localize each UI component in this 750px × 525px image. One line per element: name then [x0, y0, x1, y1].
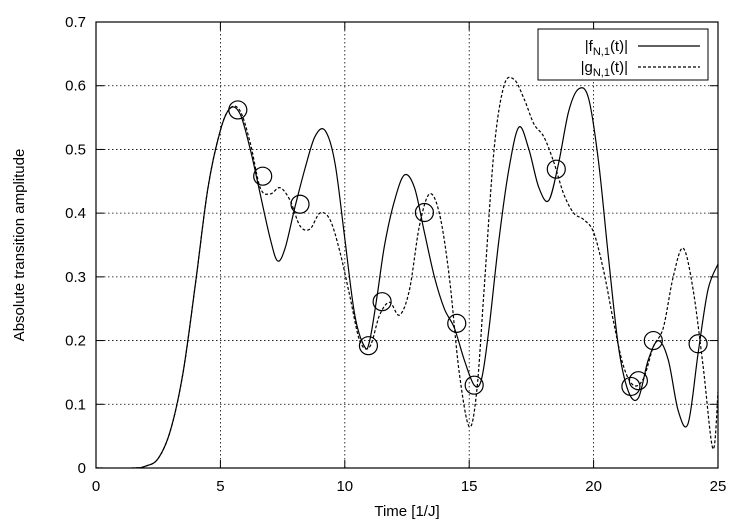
marker-layer [228, 100, 708, 397]
marker-circle [447, 313, 467, 333]
y-axis-label: Absolute transition amplitude [11, 149, 28, 342]
legend-label-g: |gN,1(t)| [581, 59, 628, 79]
marker-circle [372, 292, 392, 312]
y-tick-label: 0 [78, 460, 86, 477]
marker-circle [290, 194, 310, 214]
legend: |fN,1(t)||gN,1(t)| [537, 28, 709, 81]
marker-circle [546, 159, 566, 179]
grid-lines [96, 22, 718, 468]
y-tick-label: 0.4 [65, 205, 86, 222]
y-tick-label: 0.3 [65, 269, 86, 286]
x-tick-label: 5 [216, 478, 224, 495]
x-tick-label: 25 [710, 478, 727, 495]
y-tick-label: 0.5 [65, 141, 86, 158]
y-tick-label: 0.1 [65, 396, 86, 413]
y-tick-label: 0.6 [65, 78, 86, 95]
marker-circle [414, 202, 435, 223]
marker-circle [628, 371, 648, 391]
y-tick-label: 0.2 [65, 333, 86, 350]
x-tick-label: 10 [336, 478, 353, 495]
marker-circle [358, 336, 379, 356]
marker-circle [621, 376, 641, 397]
marker-circle [643, 330, 663, 351]
tick-labels: 0 5 10 15 20 25 0 0.1 0.2 0.3 0.4 0.5 0.6 0.7 [65, 14, 726, 495]
legend-label-f: |fN,1(t)| [585, 38, 628, 58]
plot-frame [95, 21, 719, 469]
axis-ticks [95, 21, 719, 469]
series-layer [96, 76, 718, 468]
marker-circle [253, 166, 273, 186]
x-axis-label: Time [1/J] [374, 503, 439, 520]
series-line-f [96, 87, 718, 468]
legend-box [537, 28, 709, 81]
x-tick-label: 20 [585, 478, 602, 495]
y-tick-label: 0.7 [65, 14, 86, 31]
x-tick-label: 15 [461, 478, 478, 495]
marker-circle [688, 334, 708, 354]
marker-circle [228, 100, 248, 120]
series-line-g [96, 76, 718, 468]
x-tick-label: 0 [92, 478, 100, 495]
marker-circle [464, 375, 484, 395]
